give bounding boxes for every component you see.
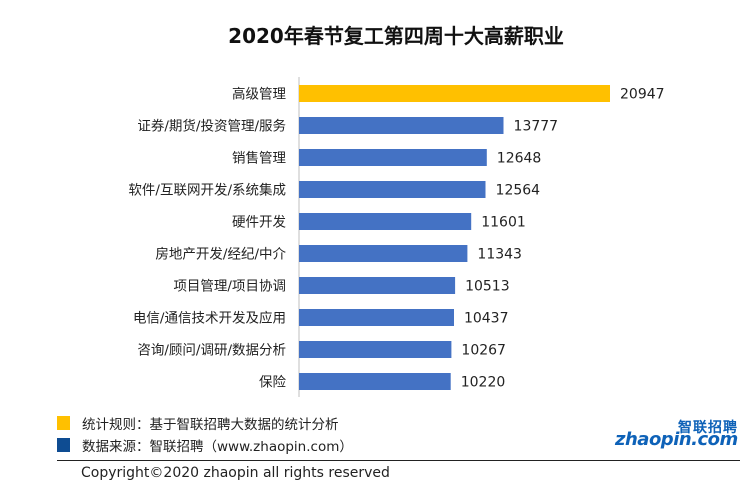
legend-swatch-yellow bbox=[57, 416, 70, 430]
value-label-9: 10220 bbox=[461, 375, 506, 391]
logo-cn-text: 智联招聘 bbox=[678, 420, 738, 436]
value-label-7: 10437 bbox=[464, 311, 509, 327]
bar-0 bbox=[299, 85, 610, 102]
value-label-3: 12564 bbox=[496, 183, 541, 199]
copyright-text: Copyright©2020 zhaopin all rights reserv… bbox=[81, 465, 390, 481]
value-label-5: 11343 bbox=[477, 247, 522, 263]
value-label-6: 10513 bbox=[465, 279, 510, 295]
category-label-6: 项目管理/项目协调 bbox=[173, 279, 286, 295]
bar-8 bbox=[299, 341, 452, 358]
bar-1 bbox=[299, 117, 504, 134]
legend-note-source-text: 数据来源：智联招聘（www.zhaopin.com） bbox=[82, 439, 353, 455]
category-label-5: 房地产开发/经纪/中介 bbox=[155, 247, 286, 263]
value-label-0: 20947 bbox=[620, 87, 665, 103]
value-label-8: 10267 bbox=[461, 343, 506, 359]
bar-6 bbox=[299, 277, 456, 294]
chart-title: 2020年春节复工第四周十大高薪职业 bbox=[228, 24, 564, 48]
legend-swatch-blue bbox=[57, 438, 70, 452]
bar-4 bbox=[299, 213, 472, 230]
logo-en-text: zhaopin.com bbox=[615, 429, 738, 450]
footer-divider bbox=[57, 460, 740, 461]
bar-7 bbox=[299, 309, 454, 326]
category-label-0: 高级管理 bbox=[232, 86, 286, 103]
legend-note-rule: 统计规则：基于智联招聘大数据的统计分析 bbox=[57, 414, 339, 433]
category-label-2: 销售管理 bbox=[232, 151, 286, 167]
bar-3 bbox=[299, 181, 486, 198]
bar-2 bbox=[299, 149, 487, 166]
value-label-4: 11601 bbox=[481, 215, 526, 231]
zhaopin-logo: 智联招聘 zhaopin.com bbox=[615, 417, 740, 453]
legend-note-rule-text: 统计规则：基于智联招聘大数据的统计分析 bbox=[82, 417, 339, 433]
category-label-9: 保险 bbox=[259, 375, 286, 391]
category-label-1: 证券/期货/投资管理/服务 bbox=[137, 118, 286, 135]
value-label-2: 12648 bbox=[497, 151, 542, 167]
category-label-8: 咨询/顾问/调研/数据分析 bbox=[137, 343, 286, 359]
bar-5 bbox=[299, 245, 468, 262]
category-label-7: 电信/通信技术开发及应用 bbox=[133, 310, 286, 327]
category-label-3: 软件/互联网开发/系统集成 bbox=[128, 183, 286, 199]
bars-group: 高级管理 20947 证券/期货/投资管理/服务 13777 销售管理 12648 软件/互… bbox=[128, 85, 665, 391]
value-label-1: 13777 bbox=[514, 119, 559, 135]
bar-chart: 2020年春节复工第四周十大高薪职业 高级管理 20947 证券/期货/投资管理/服… bbox=[128, 24, 665, 397]
bar-9 bbox=[299, 373, 451, 390]
legend-note-source: 数据来源：智联招聘（www.zhaopin.com） bbox=[57, 436, 353, 455]
category-label-4: 硬件开发 bbox=[232, 215, 286, 231]
